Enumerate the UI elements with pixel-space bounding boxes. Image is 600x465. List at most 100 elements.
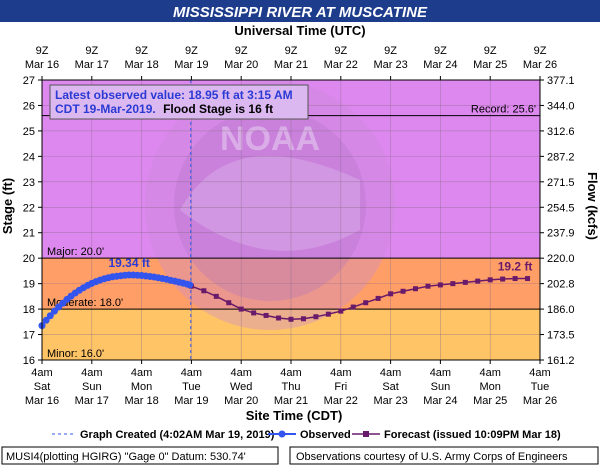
footer-courtesy: Observations courtesy of U.S. Army Corps… (296, 451, 568, 463)
footer-datum-box (1, 446, 279, 465)
y-tick-label: 20 (23, 253, 35, 265)
y2-tick-label: 254.5 (547, 202, 575, 214)
top-tick-time: 9Z (85, 45, 98, 57)
x-tick-day: Sat (34, 381, 51, 393)
y-tick-label: 18 (23, 304, 35, 316)
top-tick-time: 9Z (384, 45, 397, 57)
x-tick-day: Sat (382, 381, 399, 393)
x-tick-date: Mar 26 (523, 395, 557, 407)
top-tick-time: 9Z (235, 45, 248, 57)
x-tick-date: Mar 16 (25, 395, 59, 407)
observed-point (186, 281, 194, 289)
top-tick-date: Mar 23 (373, 59, 407, 71)
x-tick-date: Mar 23 (373, 395, 407, 407)
y-axis-label: Stage (ft) (0, 178, 15, 234)
chart-title: MISSISSIPPI RIVER AT MUSCATINE (173, 4, 428, 21)
x-tick-day: Thu (282, 381, 301, 393)
svg-text:NOAA: NOAA (220, 120, 320, 158)
forecast-point (313, 314, 319, 320)
y2-axis-ticks: 161.2 173.5 186.0 202.8 220.0 237.9 254.5 271.5… (540, 75, 575, 367)
legend-forecast: Forecast (issued 10:09PM Mar 18) (384, 429, 561, 441)
y-tick-label: 22 (23, 202, 35, 214)
y-tick-label: 27 (23, 75, 35, 87)
forecast-point (363, 300, 369, 306)
x-axis-ticks: 4am Sat Mar 16 4am Sun Mar 17 4am Mon Mar 18 4am T… (25, 360, 557, 407)
record-stage-label: Record: 25.6' (471, 104, 536, 116)
plot-area: NOAA Minor: 16.0'Moderate: 18.0'Major: 2… (38, 79, 541, 361)
latest-observed-date: CDT 19-Mar-2019. (55, 102, 156, 116)
top-tick-time: 9Z (534, 45, 547, 57)
top-tick-time: 9Z (434, 45, 447, 57)
x-tick-date: Mar 17 (75, 395, 109, 407)
top-tick-time: 9Z (334, 45, 347, 57)
footer-courtesy-box (289, 446, 599, 465)
forecast-point (475, 278, 481, 284)
x-tick-time: 4am (479, 367, 500, 379)
x-tick-day: Mon (479, 381, 500, 393)
legend: Graph Created (4:02AM Mar 19, 2019) Obse… (52, 429, 561, 441)
y2-tick-label: 377.1 (547, 75, 575, 87)
latest-observed-text: Latest observed value: 18.95 ft at 3:15 … (55, 88, 293, 102)
x-tick-time: 4am (330, 367, 351, 379)
top-tick-date: Mar 19 (174, 59, 208, 71)
x-tick-time: 4am (380, 367, 401, 379)
x-tick-date: Mar 22 (324, 395, 358, 407)
y-tick-label: 26 (23, 100, 35, 112)
forecast-series-line (191, 277, 528, 321)
top-axis-title: Universal Time (UTC) (234, 23, 365, 38)
x-tick-date: Mar 24 (423, 395, 457, 407)
top-tick-date: Mar 16 (25, 59, 59, 71)
y2-tick-label: 173.5 (547, 330, 575, 342)
forecast-point (512, 276, 518, 282)
forecast-point (462, 279, 468, 285)
forecast-end-label: 19.2 ft (498, 260, 533, 274)
y-tick-label: 25 (23, 126, 35, 138)
top-tick-date: Mar 21 (274, 59, 308, 71)
forecast-point (201, 288, 207, 294)
forecast-point (450, 281, 456, 287)
x-tick-day: Sun (431, 381, 451, 393)
x-tick-time: 4am (529, 367, 550, 379)
forecast-point (276, 315, 282, 321)
title-bar (0, 0, 600, 22)
forecast-point (425, 283, 431, 289)
x-axis-label: Site Time (CDT) (246, 408, 343, 423)
x-tick-time: 4am (230, 367, 251, 379)
x-tick-date: Mar 19 (174, 395, 208, 407)
latest-observation-box: Latest observed value: 18.95 ft at 3:15 … (49, 84, 309, 120)
observed-points (38, 271, 194, 330)
y2-tick-label: 202.8 (547, 279, 575, 291)
top-tick-date: Mar 22 (324, 59, 358, 71)
forecast-point (487, 277, 493, 283)
y-tick-label: 16 (23, 355, 35, 367)
top-tick-time: 9Z (36, 45, 49, 57)
legend-forecast-marker (363, 431, 369, 437)
x-tick-day: Tue (182, 381, 201, 393)
y2-tick-label: 220.0 (547, 253, 575, 265)
y-axis-ticks: 16 17 18 19 20 21 22 23 24 25 26 27 (23, 75, 42, 367)
forecast-point (325, 311, 331, 317)
flood-stage-note: Flood Stage is 16 ft (163, 102, 273, 116)
y2-tick-label: 287.2 (547, 151, 575, 163)
x-tick-day: Mon (131, 381, 152, 393)
x-tick-date: Mar 18 (124, 395, 158, 407)
legend-observed: Observed (300, 429, 351, 441)
forecast-point (213, 293, 219, 299)
legend-observed-marker (278, 430, 286, 438)
observed-point (42, 316, 50, 324)
forecast-point (251, 310, 257, 316)
y-tick-label: 19 (23, 279, 35, 291)
x-tick-time: 4am (430, 367, 451, 379)
forecast-point (350, 304, 356, 310)
y2-tick-label: 161.2 (547, 355, 575, 367)
top-tick-date: Mar 25 (473, 59, 507, 71)
x-tick-date: Mar 25 (473, 395, 507, 407)
forecast-point (263, 312, 269, 318)
forecast-point (388, 291, 394, 297)
top-tick-time: 9Z (285, 45, 298, 57)
forecast-point (238, 306, 244, 312)
top-tick-time: 9Z (484, 45, 497, 57)
y2-tick-label: 312.6 (547, 126, 575, 138)
x-tick-day: Tue (531, 381, 550, 393)
